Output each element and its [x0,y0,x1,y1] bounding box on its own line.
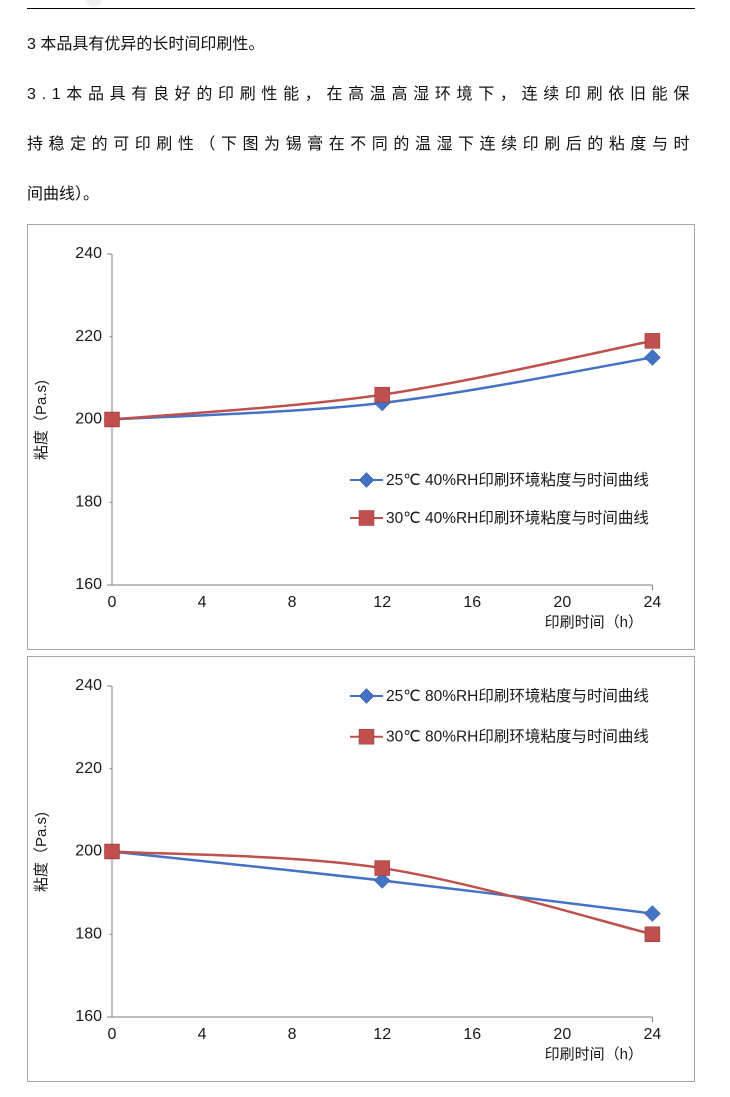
svg-text:粘度（Pa.s): 粘度（Pa.s) [33,812,50,892]
svg-text:24: 24 [644,594,662,611]
svg-text:160: 160 [75,1008,102,1025]
svg-text:25℃ 80%RH印刷环境粘度与时间曲线: 25℃ 80%RH印刷环境粘度与时间曲线 [386,686,649,705]
svg-text:16: 16 [463,1026,481,1043]
svg-text:8: 8 [288,594,297,611]
svg-text:30℃ 40%RH印刷环境粘度与时间曲线: 30℃ 40%RH印刷环境粘度与时间曲线 [386,508,649,527]
svg-text:粘度（Pa.s): 粘度（Pa.s) [33,380,50,460]
svg-text:印刷时间（h）: 印刷时间（h） [545,1046,643,1063]
svg-text:20: 20 [553,594,571,611]
svg-text:4: 4 [198,1026,207,1043]
svg-text:印刷时间（h）: 印刷时间（h） [545,614,643,631]
svg-text:160: 160 [75,576,102,593]
svg-text:180: 180 [75,925,102,942]
svg-text:30℃ 80%RH印刷环境粘度与时间曲线: 30℃ 80%RH印刷环境粘度与时间曲线 [386,727,649,746]
svg-text:8: 8 [288,1026,297,1043]
svg-text:200: 200 [75,411,102,428]
svg-text:4: 4 [198,594,207,611]
svg-text:20: 20 [553,1026,571,1043]
svg-text:220: 220 [75,760,102,777]
svg-text:240: 240 [75,245,102,262]
svg-text:180: 180 [75,493,102,510]
svg-text:12: 12 [373,1026,391,1043]
svg-text:0: 0 [108,1026,117,1043]
svg-text:200: 200 [75,843,102,860]
svg-text:12: 12 [373,594,391,611]
svg-text:0: 0 [108,594,117,611]
svg-text:240: 240 [75,677,102,694]
svg-text:24: 24 [644,1026,662,1043]
svg-text:25℃ 40%RH印刷环境粘度与时间曲线: 25℃ 40%RH印刷环境粘度与时间曲线 [386,470,649,489]
svg-text:16: 16 [463,594,481,611]
svg-text:220: 220 [75,328,102,345]
